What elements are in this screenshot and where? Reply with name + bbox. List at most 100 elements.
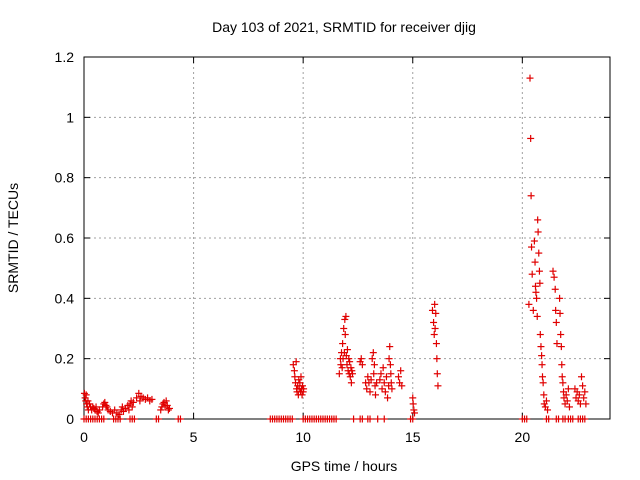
y-tick-label: 1 [66,109,74,125]
data-point [290,367,298,375]
data-point [300,385,308,393]
data-point [102,401,110,409]
data-point [552,306,560,314]
y-tick-label: 1.2 [55,49,75,65]
x-tick-label: 15 [405,429,421,445]
y-tick-label: 0.2 [55,351,75,367]
data-point [176,415,184,423]
data-point [118,403,126,411]
data-point [288,415,296,423]
data-point [536,331,544,339]
data-point [136,397,144,405]
data-point [523,415,531,423]
data-point [531,258,539,266]
chart-title: Day 103 of 2021, SRMTID for receiver dji… [212,19,476,35]
data-point [386,361,394,369]
data-point [582,400,590,408]
data-point [528,243,536,251]
data-point [95,406,103,414]
data-point [409,415,417,423]
data-point [558,373,566,381]
data-point [579,382,587,390]
data-point [557,331,565,339]
data-point [564,385,572,393]
data-point [332,415,340,423]
data-point [562,391,570,399]
data-point [432,340,440,348]
data-point [537,343,545,351]
data-point [527,134,535,142]
data-point [535,267,543,275]
data-point [85,400,93,408]
data-point [133,394,141,402]
data-point [155,415,163,423]
data-point [370,370,378,378]
data-point [558,361,566,369]
data-point [339,340,347,348]
data-point [130,415,138,423]
data-point [347,379,355,387]
data-point [433,370,441,378]
data-point [348,367,356,375]
data-point [100,415,108,423]
data-point [529,306,537,314]
data-point [411,409,419,417]
data-point [581,388,589,396]
data-point [578,373,586,381]
data-point [82,391,90,399]
data-point [395,373,403,381]
data-point [550,273,558,281]
data-point [341,331,349,339]
data-point [367,376,375,384]
y-axis-label: SRMTID / TECUs [5,183,21,293]
data-point [363,385,371,393]
data-point [378,385,386,393]
data-point [551,285,559,293]
data-point [347,364,355,372]
data-point [343,346,351,354]
data-point [565,403,573,411]
data-point [556,294,564,302]
data-point [292,358,300,366]
x-tick-label: 20 [515,429,531,445]
data-point [376,376,384,384]
data-point [103,403,111,411]
x-axis-label: GPS time / hours [291,458,398,474]
data-point [544,406,552,414]
data-point [358,361,366,369]
data-point [128,403,136,411]
y-tick-label: 0.8 [55,170,75,186]
data-point [556,309,564,317]
data-point [580,394,588,402]
data-point [357,355,365,363]
data-point [533,312,541,320]
data-point [527,192,535,200]
data-point [94,409,102,417]
data-point [398,382,406,390]
data-point [165,404,173,412]
data-point [377,370,385,378]
data-point [532,288,540,296]
data-points [80,74,590,423]
data-point [335,370,343,378]
data-point [338,364,346,372]
data-point [164,406,172,414]
data-point [526,74,534,82]
data-point [337,361,345,369]
data-point [116,415,124,423]
data-point [101,398,109,406]
data-point [433,355,441,363]
data-point [533,294,541,302]
data-point [557,343,565,351]
data-point [366,415,374,423]
data-point [346,358,354,366]
data-point [534,216,542,224]
data-point [538,373,546,381]
data-point [291,373,299,381]
data-point [563,397,571,405]
data-point [373,379,381,387]
data-point [528,270,536,278]
data-point [341,315,349,323]
data-point [434,382,442,390]
